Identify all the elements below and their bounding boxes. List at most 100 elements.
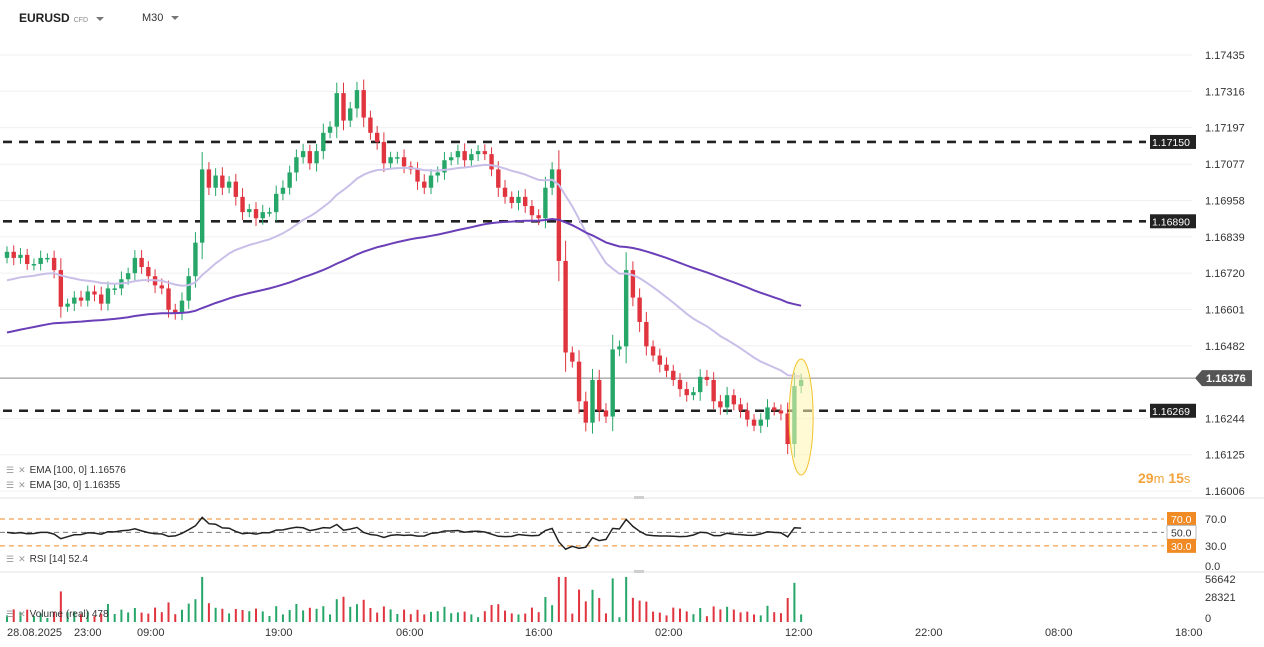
legend-ema100[interactable]: ☰ ✕ EMA [100, 0] 1.16576 bbox=[6, 465, 126, 476]
close-icon[interactable]: ✕ bbox=[18, 554, 26, 564]
ema100-line bbox=[6, 217, 802, 334]
volume-bar bbox=[712, 606, 715, 622]
close-icon[interactable]: ✕ bbox=[18, 465, 26, 475]
close-icon[interactable]: ✕ bbox=[18, 609, 26, 619]
candle-body bbox=[146, 267, 151, 277]
settings-icon[interactable]: ☰ bbox=[6, 554, 15, 564]
legend-ema30[interactable]: ☰ ✕ EMA [30, 0] 1.16355 bbox=[6, 480, 120, 491]
volume-bar bbox=[302, 610, 305, 622]
volume-bar bbox=[779, 613, 782, 622]
volume-bar bbox=[154, 607, 157, 622]
volume-bar bbox=[537, 612, 540, 622]
timeframe-selector[interactable]: M30 bbox=[142, 12, 180, 24]
volume-bar bbox=[26, 609, 29, 622]
candle-body bbox=[590, 379, 595, 423]
candle-body bbox=[361, 90, 366, 118]
volume-bar bbox=[73, 611, 76, 622]
volume-bar bbox=[207, 603, 210, 622]
candle-body bbox=[644, 321, 649, 347]
time-axis-label: 06:00 bbox=[396, 627, 424, 639]
volume-bar bbox=[773, 612, 776, 622]
volume-bar bbox=[463, 611, 466, 622]
candle-body bbox=[253, 209, 259, 219]
volume-bar bbox=[800, 614, 803, 622]
volume-bar bbox=[46, 618, 49, 622]
legend-rsi[interactable]: ☰ ✕ RSI [14] 52.4 bbox=[6, 554, 88, 565]
volume-bar bbox=[167, 602, 170, 622]
candle-body bbox=[549, 169, 555, 188]
price-axis-label: 1.16839 bbox=[1205, 232, 1245, 244]
candle-body bbox=[51, 257, 57, 271]
settings-icon[interactable]: ☰ bbox=[6, 480, 15, 490]
settings-icon[interactable]: ☰ bbox=[6, 609, 15, 619]
price-axis-label: 1.17435 bbox=[1205, 50, 1245, 62]
candle-body bbox=[300, 151, 306, 158]
volume-bar bbox=[450, 613, 453, 622]
candle-body bbox=[186, 276, 191, 301]
volume-bar bbox=[221, 608, 224, 622]
volume-bar bbox=[658, 612, 661, 622]
candle-body bbox=[684, 389, 689, 396]
candle-body bbox=[247, 209, 252, 213]
candle-body bbox=[751, 419, 757, 426]
countdown-minutes: 29 bbox=[1138, 470, 1154, 486]
volume-bar bbox=[355, 604, 358, 622]
candle-body bbox=[583, 401, 588, 423]
candle-body bbox=[105, 288, 111, 304]
candle-body bbox=[85, 291, 90, 301]
volume-bar bbox=[732, 609, 735, 622]
candle-body bbox=[496, 169, 501, 188]
candle-body bbox=[650, 346, 656, 356]
candle-body bbox=[772, 407, 777, 411]
volume-bar bbox=[376, 612, 379, 622]
volume-bar bbox=[315, 608, 318, 622]
volume-bar bbox=[255, 608, 258, 622]
candle-body bbox=[78, 297, 84, 301]
legend-volume[interactable]: ☰ ✕ Volume (real) 478 bbox=[6, 609, 109, 620]
timeframe-label: M30 bbox=[142, 12, 164, 24]
candle-body bbox=[112, 288, 117, 290]
candle-body bbox=[691, 392, 696, 396]
price-axis-label: 1.16720 bbox=[1205, 268, 1245, 280]
volume-bar bbox=[551, 605, 554, 622]
rsi-level-tag-label: 30.0 bbox=[1171, 541, 1192, 553]
settings-icon[interactable]: ☰ bbox=[6, 465, 15, 475]
candle-body bbox=[274, 193, 279, 213]
volume-bar bbox=[100, 613, 103, 622]
candle-body bbox=[374, 132, 380, 142]
time-axis-label: 19:00 bbox=[265, 627, 293, 639]
ema30-line bbox=[6, 163, 802, 378]
candle-body bbox=[502, 187, 508, 197]
pane-resize-handle bbox=[634, 570, 644, 573]
candle-body bbox=[455, 151, 461, 158]
volume-bar bbox=[288, 610, 291, 622]
symbol-selector[interactable]: EURUSD CFD bbox=[19, 11, 105, 25]
volume-bar bbox=[349, 606, 352, 622]
volume-bar bbox=[604, 613, 607, 622]
candle-body bbox=[267, 212, 272, 214]
volume-bar bbox=[140, 612, 143, 622]
close-icon[interactable]: ✕ bbox=[18, 480, 26, 490]
candle-body bbox=[240, 196, 245, 213]
level-tag bbox=[1150, 214, 1196, 229]
candle-body bbox=[469, 154, 474, 161]
level-tag-label: 1.17150 bbox=[1152, 137, 1190, 149]
volume-bar bbox=[510, 613, 513, 622]
candle-body bbox=[745, 410, 750, 420]
candle-body bbox=[280, 187, 286, 194]
chart-header: EURUSD CFD M30 bbox=[0, 0, 1264, 36]
rsi-axis-label: 0.0 bbox=[1205, 561, 1220, 573]
volume-bar bbox=[497, 604, 500, 622]
candle-body bbox=[482, 151, 488, 155]
volume-bar bbox=[766, 605, 769, 622]
volume-bar bbox=[793, 582, 796, 622]
volume-bar bbox=[106, 604, 109, 622]
volume-bar bbox=[490, 605, 493, 622]
volume-bar bbox=[753, 614, 756, 622]
current-price-tag bbox=[1195, 370, 1252, 387]
candle-body bbox=[173, 309, 178, 313]
volume-bar bbox=[369, 608, 372, 622]
price-axis-label: 1.16482 bbox=[1205, 341, 1245, 353]
volume-bar bbox=[362, 599, 365, 622]
